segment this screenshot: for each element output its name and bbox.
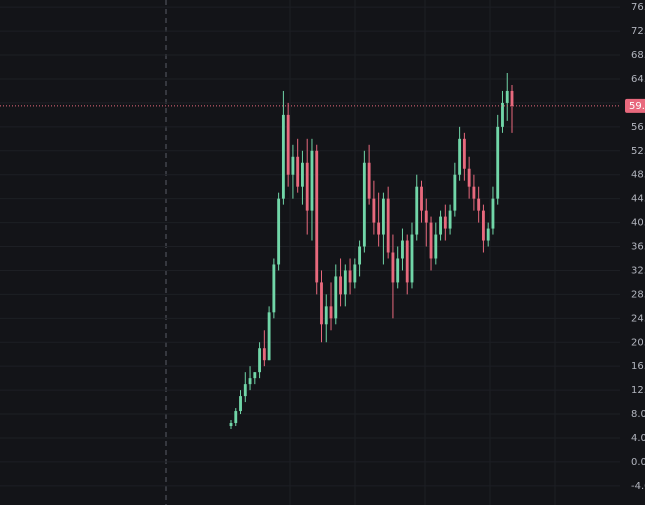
candle-body [334,276,338,319]
candle-body [491,198,495,229]
y-tick-label: 12.00 [631,385,645,396]
candle-body [429,222,433,259]
candle-body [505,90,509,103]
candle-body [286,114,290,175]
candle-body [443,216,447,229]
candle-body [329,306,333,319]
y-tick-label: 68.00 [631,50,645,61]
y-tick-label: 76.00 [631,2,645,13]
candle-body [348,270,352,283]
candle-body [339,276,342,295]
candle-body [420,186,423,211]
y-tick-label: 40.00 [631,218,645,229]
y-tick-label: 28.00 [631,289,645,300]
candle-body [434,234,438,259]
candle-body [439,216,442,235]
candle-body [277,198,281,265]
candle-body [401,240,404,259]
candle-body [381,198,385,235]
candle-body [310,150,314,211]
candle-body [410,234,414,283]
candle-body [386,198,390,253]
candle-body [301,162,304,187]
y-tick-label: 36.00 [631,242,645,253]
candle-body [481,210,485,241]
y-tick-label: 64.00 [631,74,645,85]
candle-body [262,348,266,361]
candle-body [353,264,357,283]
candle-body [396,258,400,283]
candle-body [243,384,247,397]
candle-body [343,270,347,295]
candle-body [477,198,481,211]
y-tick-label: 4.00 [631,433,645,444]
candle-body [315,150,319,283]
candle-body [229,423,233,427]
candle-body [486,228,490,241]
candle-body [372,198,376,223]
candle-body [358,246,362,265]
candle-body [510,90,514,106]
candle-body [362,162,366,247]
candle-body [458,138,462,175]
y-tick-label: 56.00 [631,122,645,133]
y-tick-label: 48.00 [631,170,645,181]
candle-body [424,210,428,223]
candle-body [296,156,300,187]
y-tick-label: 0.00 [631,457,645,468]
candle-body [496,126,500,199]
y-tick-label: 8.00 [631,409,645,420]
candle-body [291,156,295,175]
candle-body [258,348,262,373]
y-tick-label: 24.00 [631,313,645,324]
candle-body [253,372,257,379]
candle-body [367,162,371,199]
last-price-tag [625,98,645,113]
candle-body [267,312,271,361]
candle-body [272,264,276,313]
candle-body [239,396,242,412]
y-tick-label: 44.00 [631,194,645,205]
candle-body [377,222,381,235]
candle-body [472,186,476,199]
candle-body [462,138,466,169]
y-tick-label: 52.00 [631,146,645,157]
y-tick-label: 16.00 [631,361,645,372]
y-tick-label: 72.00 [631,26,645,37]
last-price-label: 59.50 [629,101,645,112]
y-tick-label: -4.00 [631,481,645,492]
candle-body [305,162,309,211]
candle-body [281,114,285,199]
candle-body [234,411,238,424]
candle-body [415,186,419,235]
y-tick-label: 20.00 [631,337,645,348]
y-tick-label: 32.00 [631,265,645,276]
candle-body [453,174,457,211]
candle-body [467,168,471,187]
candle-body [320,282,323,325]
candle-body [501,102,504,127]
candle-body [324,306,328,325]
candle-body [405,240,409,283]
candle-body [248,378,252,385]
candle-body [448,210,452,229]
candle-body [391,252,395,283]
